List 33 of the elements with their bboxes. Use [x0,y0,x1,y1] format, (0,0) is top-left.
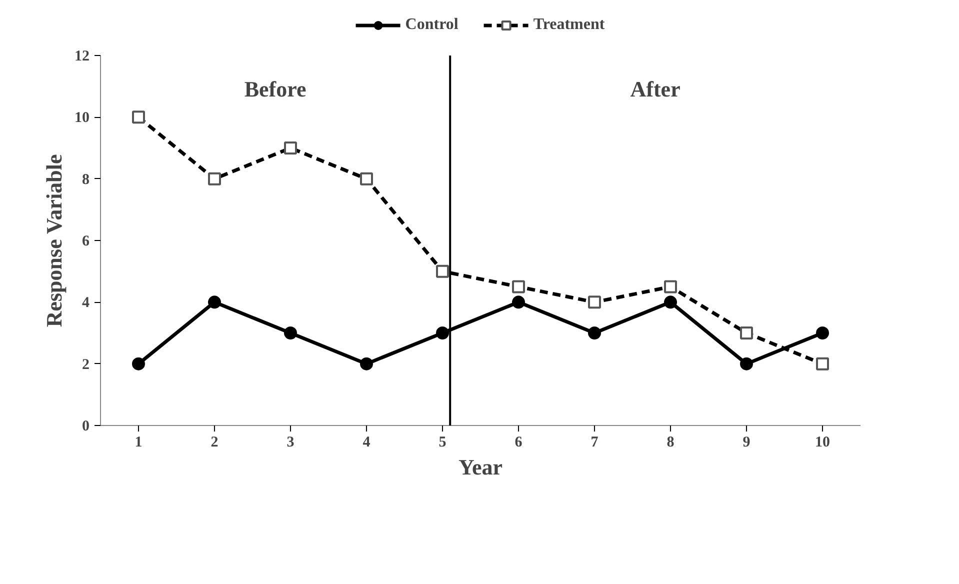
x-tick-label: 5 [438,434,446,450]
x-axis-title: Year [458,454,503,480]
x-tick-label: 9 [742,434,750,450]
point [816,326,829,340]
annotation: After [630,76,681,102]
point [284,326,297,340]
legend-label: Control [405,16,458,34]
y-tick-label: 10 [74,110,90,126]
x-tick-label: 4 [362,434,371,450]
legend-label: Treatment [533,16,605,34]
y-tick-label: 12 [74,48,90,64]
x-tick-label: 8 [666,434,674,450]
point [512,296,525,309]
point [132,357,145,370]
y-tick-label: 2 [82,356,90,373]
y-tick-label: 4 [82,295,90,312]
point [740,357,753,370]
y-axis-title: Response Variable [42,154,66,328]
annotation: Before [244,76,306,102]
y-tick-label: 0 [82,418,90,434]
point [360,357,373,370]
point [664,296,677,309]
x-tick-label: 10 [815,434,830,450]
x-tick-label: 1 [134,434,142,450]
point [436,326,449,340]
y-tick-label: 8 [82,172,90,188]
y-tick-label: 6 [82,234,90,250]
x-tick-label: 3 [286,434,294,450]
x-tick-label: 6 [514,434,523,450]
point [588,326,601,340]
x-tick-label: 2 [210,434,218,450]
point [208,296,221,309]
x-tick-label: 7 [590,434,599,450]
